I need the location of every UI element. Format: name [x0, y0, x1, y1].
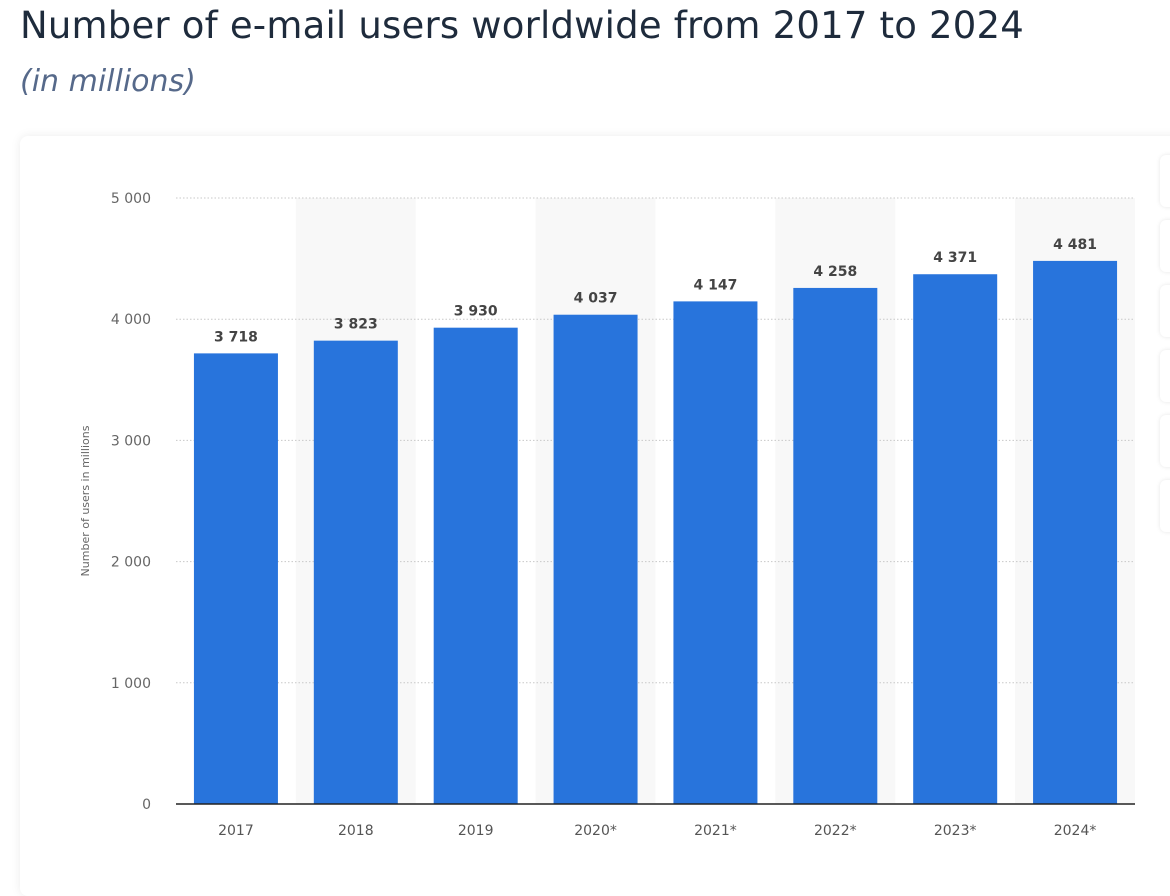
- y-tick-label: 2 000: [111, 555, 151, 571]
- chart-subtitle: (in millions): [20, 64, 196, 99]
- side-toolbar-button[interactable]: [1160, 415, 1170, 467]
- data-label: 3 823: [334, 317, 378, 333]
- data-label: 3 930: [454, 304, 498, 320]
- x-tick-label: 2024*: [1054, 823, 1097, 839]
- y-tick-label: 5 000: [111, 191, 151, 207]
- x-tick-label: 2023*: [934, 823, 977, 839]
- data-label: 4 258: [813, 264, 857, 280]
- side-toolbar-button[interactable]: [1160, 155, 1170, 207]
- data-label: 4 147: [694, 277, 738, 293]
- side-toolbar-button[interactable]: [1160, 220, 1170, 272]
- bar: [193, 353, 278, 804]
- data-label: 4 371: [933, 250, 977, 266]
- y-tick-label: 0: [142, 797, 151, 813]
- chart-title: Number of e-mail users worldwide from 20…: [20, 4, 1024, 47]
- bar-chart: 0 1 000 2 000 3 000 4 000 5 000 Number of user…: [79, 191, 1135, 839]
- bar: [313, 340, 398, 804]
- x-tick-label: 2020*: [574, 823, 617, 839]
- y-tick-label: 4 000: [111, 312, 151, 328]
- side-toolbar-button[interactable]: [1160, 350, 1170, 402]
- bar: [553, 314, 638, 804]
- data-label: 4 037: [574, 291, 618, 307]
- x-tick-label: 2019: [458, 823, 494, 839]
- x-tick-label: 2018: [338, 823, 374, 839]
- data-label: 3 718: [214, 329, 258, 345]
- side-toolbar-button[interactable]: [1160, 285, 1170, 337]
- x-tick-label: 2017: [218, 823, 254, 839]
- x-tick-label: 2021*: [694, 823, 737, 839]
- bar: [673, 301, 758, 804]
- bar: [1033, 260, 1118, 804]
- x-tick-label: 2022*: [814, 823, 857, 839]
- data-label: 4 481: [1053, 237, 1097, 253]
- y-tick-label: 1 000: [111, 676, 151, 692]
- y-axis-label: Number of users in millions: [79, 425, 92, 576]
- y-tick-label: 3 000: [111, 433, 151, 449]
- bar: [913, 274, 998, 804]
- bar: [793, 287, 878, 804]
- side-toolbar-button[interactable]: [1160, 480, 1170, 532]
- bar: [433, 327, 518, 804]
